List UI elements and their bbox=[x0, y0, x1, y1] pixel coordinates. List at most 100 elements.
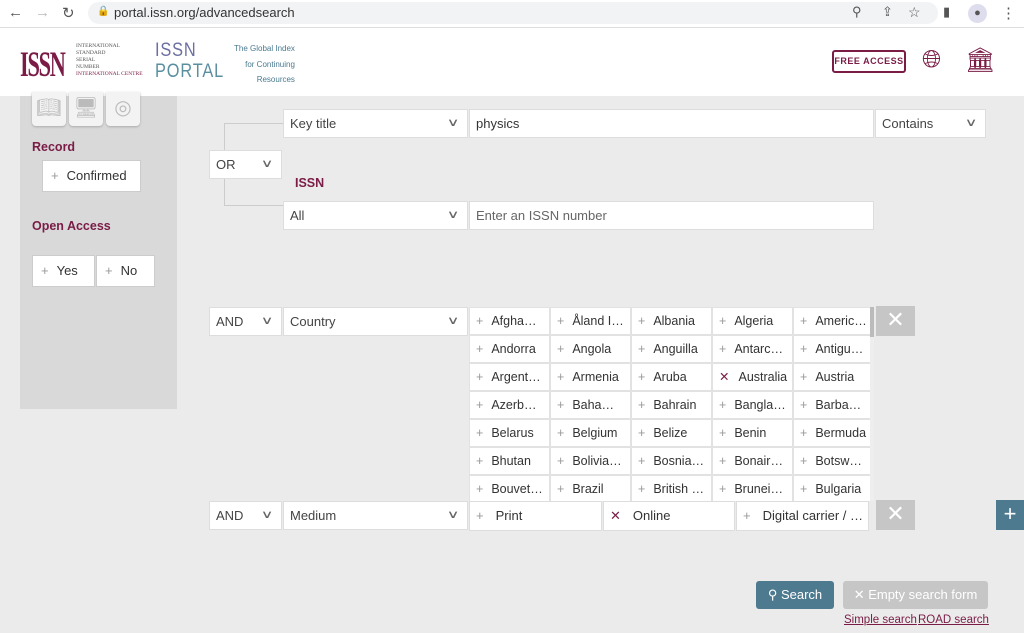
add-icon: + bbox=[638, 426, 646, 440]
back-icon[interactable]: ← bbox=[8, 4, 23, 21]
country-option[interactable]: + Brazil bbox=[550, 475, 631, 501]
search-term-input[interactable]: physics bbox=[469, 109, 874, 138]
country-option[interactable]: + Botsw… bbox=[793, 447, 874, 475]
add-row-button[interactable]: + bbox=[996, 500, 1024, 530]
country-option[interactable]: + Anguilla bbox=[631, 335, 712, 363]
issn-input[interactable]: Enter an ISSN number bbox=[469, 201, 874, 230]
add-icon: + bbox=[638, 342, 646, 356]
add-icon: + bbox=[800, 454, 808, 468]
country-scrollbar[interactable] bbox=[870, 307, 874, 501]
country-option[interactable]: + Belize bbox=[631, 419, 712, 447]
road-search-link[interactable]: ROAD search bbox=[918, 614, 989, 626]
add-icon: + bbox=[557, 454, 565, 468]
computer-icon[interactable]: 🖥︎ bbox=[69, 92, 103, 126]
country-option[interactable]: + Bulgaria bbox=[793, 475, 874, 501]
country-option[interactable]: + Bhutan bbox=[469, 447, 550, 475]
country-option[interactable]: + Benin bbox=[712, 419, 793, 447]
add-icon: + bbox=[800, 314, 808, 328]
medium-option[interactable]: + Print bbox=[469, 501, 602, 531]
connector bbox=[224, 178, 225, 205]
add-icon: + bbox=[557, 398, 565, 412]
open-access-no[interactable]: + No bbox=[96, 255, 155, 287]
country-option[interactable]: + Bahrain bbox=[631, 391, 712, 419]
tagline: The Global Index for Continuing Resources bbox=[234, 44, 295, 84]
operator-select-3[interactable]: AND ∨ bbox=[209, 501, 282, 530]
country-option[interactable]: ✕ Australia bbox=[712, 363, 793, 391]
record-heading: Record bbox=[32, 140, 76, 154]
country-option[interactable]: + Armenia bbox=[550, 363, 631, 391]
country-option[interactable]: + Åland I… bbox=[550, 307, 631, 335]
forward-icon[interactable]: → bbox=[35, 4, 50, 21]
add-icon: + bbox=[800, 482, 808, 496]
country-option[interactable]: + Bolivia… bbox=[550, 447, 631, 475]
free-access-button[interactable]: FREE ACCESS bbox=[832, 50, 906, 73]
add-icon: + bbox=[476, 398, 484, 412]
open-access-yes[interactable]: + Yes bbox=[32, 255, 95, 287]
zoom-icon[interactable]: ⚲ bbox=[852, 4, 862, 19]
country-option[interactable]: + Argent… bbox=[469, 363, 550, 391]
medium-option[interactable]: ✕ Online bbox=[603, 501, 735, 531]
country-option[interactable]: + Andorra bbox=[469, 335, 550, 363]
disc-icon[interactable]: ◎ bbox=[106, 92, 140, 126]
star-icon[interactable]: ☆ bbox=[908, 4, 921, 20]
remove-country-row-button[interactable]: ✕ bbox=[876, 306, 915, 336]
add-icon: + bbox=[800, 370, 808, 384]
empty-search-form-button[interactable]: ✕ Empty search form bbox=[843, 581, 988, 609]
connector bbox=[224, 123, 283, 124]
match-select[interactable]: Contains ∨ bbox=[875, 109, 986, 138]
country-field-select[interactable]: Country ∨ bbox=[283, 307, 468, 336]
country-option[interactable]: + Austria bbox=[793, 363, 874, 391]
issn-label: ISSN bbox=[295, 176, 325, 190]
sidebar-icon[interactable]: ▮ bbox=[943, 4, 951, 19]
country-option[interactable]: + Barba… bbox=[793, 391, 874, 419]
operator-select-2[interactable]: AND ∨ bbox=[209, 307, 282, 336]
country-list[interactable]: + Afgha… + Åland I… + Albania + Algeria + Americ…… bbox=[469, 307, 874, 501]
confirmed-filter[interactable]: + Confirmed bbox=[42, 160, 141, 192]
add-icon: + bbox=[557, 342, 565, 356]
issn-logo[interactable]: ISSN bbox=[20, 44, 66, 84]
remove-icon: ✕ bbox=[610, 508, 621, 523]
country-option[interactable]: + Albania bbox=[631, 307, 712, 335]
medium-field-select[interactable]: Medium ∨ bbox=[283, 501, 468, 530]
country-option[interactable]: + Algeria bbox=[712, 307, 793, 335]
country-option[interactable]: + Bouvet… bbox=[469, 475, 550, 501]
medium-option[interactable]: + Digital carrier / … bbox=[736, 501, 869, 531]
field-select-1[interactable]: Key title ∨ bbox=[283, 109, 468, 138]
country-option[interactable]: + Belarus bbox=[469, 419, 550, 447]
close-icon: ✕ bbox=[853, 587, 869, 602]
add-icon: + bbox=[800, 426, 808, 440]
country-option[interactable]: + Bonair… bbox=[712, 447, 793, 475]
country-option[interactable]: + Bosnia… bbox=[631, 447, 712, 475]
country-option[interactable]: + British … bbox=[631, 475, 712, 501]
profile-icon[interactable]: ● bbox=[968, 4, 987, 23]
country-option[interactable]: + Brunei… bbox=[712, 475, 793, 501]
add-icon: + bbox=[638, 482, 646, 496]
filter-sidebar bbox=[20, 96, 177, 409]
institution-icon[interactable]: 🏛︎ bbox=[965, 47, 996, 74]
reload-icon[interactable]: ↻ bbox=[62, 5, 75, 22]
address-bar[interactable]: portal.issn.org/advancedsearch bbox=[88, 2, 938, 24]
issn-portal-logo[interactable]: ISSN PORTAL bbox=[155, 40, 225, 82]
country-option[interactable]: + Belgium bbox=[550, 419, 631, 447]
issn-type-select[interactable]: All ∨ bbox=[283, 201, 468, 230]
search-button[interactable]: ⚲ Search bbox=[756, 581, 834, 609]
country-option[interactable]: + Antarc… bbox=[712, 335, 793, 363]
add-icon: + bbox=[476, 508, 484, 523]
country-option[interactable]: + Afgha… bbox=[469, 307, 550, 335]
add-icon: + bbox=[557, 370, 565, 384]
country-option[interactable]: + Americ… bbox=[793, 307, 874, 335]
country-option[interactable]: + Bermuda bbox=[793, 419, 874, 447]
share-icon[interactable]: ⇪ bbox=[882, 4, 893, 19]
menu-icon[interactable]: ⋮ bbox=[1001, 5, 1016, 22]
country-option[interactable]: + Angola bbox=[550, 335, 631, 363]
country-option[interactable]: + Azerb… bbox=[469, 391, 550, 419]
remove-medium-row-button[interactable]: ✕ bbox=[876, 500, 915, 530]
simple-search-link[interactable]: Simple search bbox=[844, 614, 917, 626]
country-option[interactable]: + Baha… bbox=[550, 391, 631, 419]
book-icon[interactable]: 📖︎ bbox=[32, 92, 66, 126]
operator-select-1[interactable]: OR ∨ bbox=[209, 150, 282, 179]
country-option[interactable]: + Bangla… bbox=[712, 391, 793, 419]
country-option[interactable]: + Antigu… bbox=[793, 335, 874, 363]
country-option[interactable]: + Aruba bbox=[631, 363, 712, 391]
globe-icon[interactable]: 🌐︎ bbox=[922, 46, 942, 73]
